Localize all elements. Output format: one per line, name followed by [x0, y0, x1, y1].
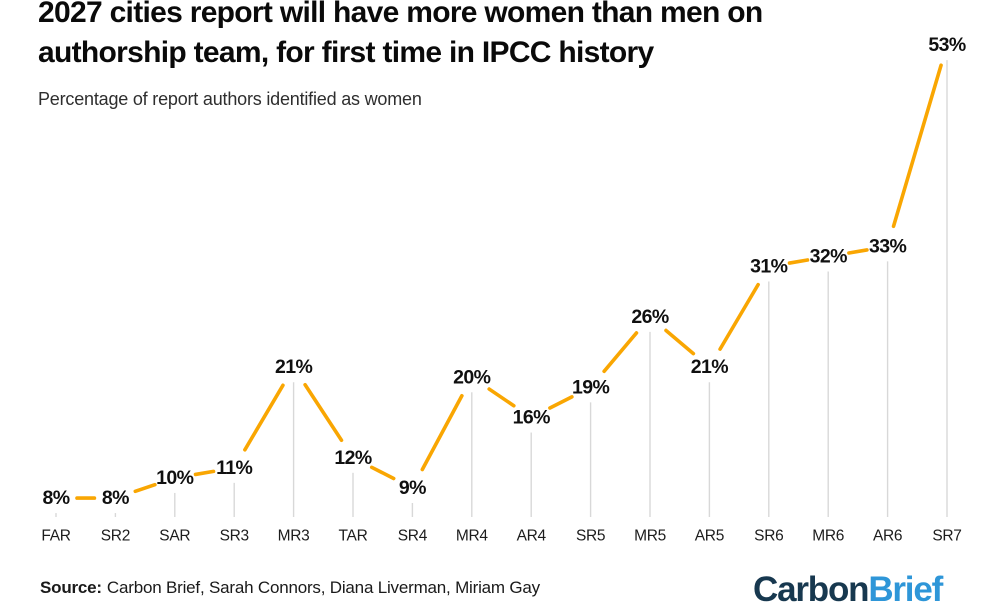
- data-label: 8%: [43, 487, 70, 509]
- axis-label: SR3: [220, 528, 249, 545]
- line-segment: [420, 393, 464, 472]
- source-line: Source: Carbon Brief, Sarah Connors, Dian…: [40, 578, 540, 598]
- axis-label: SR5: [576, 528, 605, 545]
- axis-label: MR3: [278, 528, 310, 545]
- chart-title: 2027 cities report will have more women …: [38, 0, 763, 73]
- axis-label: FAR: [41, 528, 70, 545]
- line-segment: [369, 465, 396, 481]
- data-label: 31%: [750, 256, 787, 278]
- line-segment: [847, 248, 869, 255]
- source-label: Source:: [40, 578, 102, 597]
- data-label: 8%: [102, 487, 129, 509]
- axis-label: AR4: [517, 528, 547, 545]
- line-segment: [548, 395, 574, 410]
- logo-brief: Brief: [868, 570, 943, 609]
- chart-title-line2: authorship team, for first time in IPCC …: [38, 36, 654, 69]
- data-label: 16%: [513, 407, 550, 429]
- line-segment: [718, 282, 760, 351]
- source-text: Carbon Brief, Sarah Connors, Diana Liver…: [106, 578, 540, 597]
- data-label: 20%: [453, 366, 490, 388]
- chart-title-line1: 2027 cities report will have more women …: [38, 0, 763, 29]
- data-label: 26%: [631, 306, 668, 328]
- data-label: 19%: [572, 376, 609, 398]
- line-segment: [487, 387, 516, 408]
- axis-label: SR6: [754, 528, 783, 545]
- axis-label: MR5: [634, 528, 666, 545]
- line-segment: [303, 382, 344, 443]
- data-label: 32%: [810, 245, 847, 267]
- axis-label: AR5: [695, 528, 724, 545]
- data-label: 53%: [928, 34, 965, 56]
- data-label: 11%: [216, 457, 252, 479]
- carbonbrief-logo: CarbonBrief: [753, 570, 943, 610]
- axis-label: AR6: [873, 528, 902, 545]
- axis-label: MR4: [456, 528, 489, 545]
- line-segment: [193, 469, 216, 477]
- axis-label: SR2: [101, 528, 130, 545]
- axis-label: SR4: [398, 528, 428, 545]
- axis-label: MR6: [812, 528, 844, 545]
- axis-label: SAR: [159, 528, 190, 545]
- data-label: 33%: [869, 235, 906, 257]
- logo-carbon: Carbon: [753, 570, 870, 609]
- line-segment: [891, 63, 943, 229]
- chart-subtitle: Percentage of report authors identified …: [38, 89, 422, 109]
- data-label: 21%: [691, 356, 728, 378]
- line-segment: [664, 328, 696, 356]
- data-label: 10%: [156, 467, 193, 489]
- line-segment: [243, 383, 285, 452]
- axis-label: TAR: [339, 528, 368, 545]
- line-segment: [787, 258, 810, 265]
- data-label: 9%: [399, 477, 426, 499]
- line-segment: [133, 482, 157, 494]
- data-label: 21%: [275, 356, 312, 378]
- line-segment: [602, 331, 639, 374]
- data-label: 12%: [334, 447, 371, 469]
- axis-label: SR7: [932, 528, 961, 545]
